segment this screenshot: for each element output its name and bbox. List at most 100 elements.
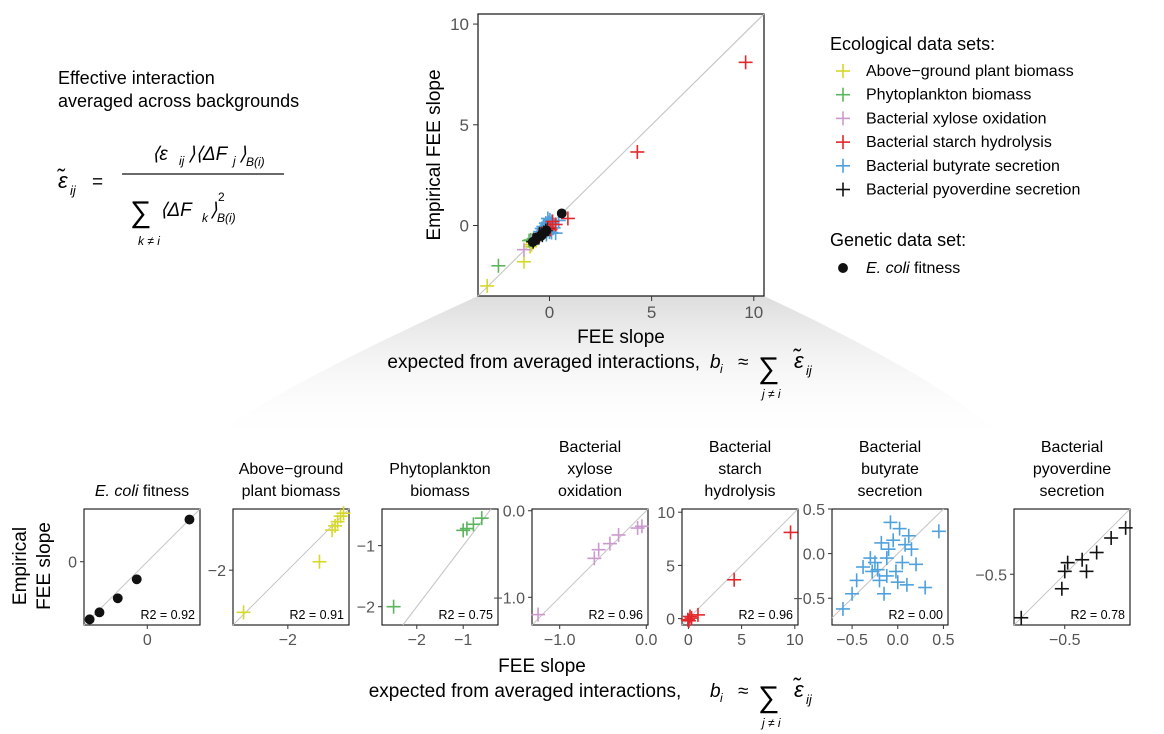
legend-item-label: Bacterial butyrate secretion xyxy=(866,158,1060,175)
y-tick-label: 0 xyxy=(68,555,77,572)
data-point xyxy=(836,87,850,102)
x-tick-label: −2 xyxy=(408,632,426,649)
x-tick-label: 10 xyxy=(786,632,804,649)
data-point xyxy=(333,509,348,524)
panel-r2-label: R2 = 0.96 xyxy=(738,608,793,622)
bottom-xlabel-line1: FEE slope xyxy=(498,656,586,677)
legend-item: Phytoplankton biomass xyxy=(836,87,1031,104)
x-tick-label: −0.5 xyxy=(836,632,868,649)
svg-text:ε̃: ε̃ xyxy=(793,677,804,702)
data-point xyxy=(877,586,892,601)
data-point xyxy=(886,533,901,548)
x-tick-label: 0.0 xyxy=(887,632,909,649)
panel-title-line: biomass xyxy=(410,483,470,500)
data-point xyxy=(931,524,946,539)
panel-ecoli: E. coli fitness 0 0 R2 = 0.92 xyxy=(68,483,201,649)
panel-title-line: hydrolysis xyxy=(704,483,775,500)
data-point xyxy=(531,607,546,622)
data-point xyxy=(527,237,538,247)
y-tick-label: −1 xyxy=(357,539,375,556)
data-point xyxy=(895,555,910,570)
panel-title-line: butyrate xyxy=(861,461,919,478)
data-point xyxy=(883,515,898,530)
panel-frame xyxy=(381,508,499,626)
panel-r2-label: R2 = 0.00 xyxy=(888,608,943,622)
formula-heading-line1: Effective interaction xyxy=(58,68,215,88)
y-tick-label: 10 xyxy=(657,505,675,522)
data-point xyxy=(918,580,933,595)
legend-item: Bacterial pyoverdine secretion xyxy=(836,182,1080,199)
data-point xyxy=(904,542,919,557)
panel-butyrate: Bacterial butyrate secretion −0.5 0.0 0.5 −0.5… xyxy=(793,439,954,649)
svg-text:⟨ΔF: ⟨ΔF xyxy=(160,200,193,221)
data-point xyxy=(1057,564,1072,579)
svg-text:B(i): B(i) xyxy=(217,211,236,225)
y-tick-label: −0.5 xyxy=(793,591,825,608)
data-point xyxy=(835,601,850,616)
y-tick-label: −2 xyxy=(208,563,226,580)
data-point xyxy=(680,612,695,627)
main-scatter-chart: 0 5 10 0 5 10 Empirical FEE slope FEE slope expe… xyxy=(387,13,765,373)
svg-text:j ≠ i: j ≠ i xyxy=(760,387,781,401)
svg-text:i: i xyxy=(720,362,723,376)
identity-line xyxy=(531,508,649,626)
data-point xyxy=(556,208,567,219)
data-point xyxy=(328,518,343,533)
data-point xyxy=(867,555,882,570)
panel-plant: Above−ground plant biomass −2 −2 R2 = 0.91 xyxy=(208,461,351,649)
legend-item-label: Bacterial starch hydrolysis xyxy=(866,134,1052,151)
svg-text:ij: ij xyxy=(806,363,813,378)
main-points xyxy=(480,55,753,293)
data-point xyxy=(836,64,850,78)
data-point xyxy=(872,573,887,588)
y-tick-label: 10 xyxy=(450,15,469,34)
formula-panel: Effective interaction averaged across ba… xyxy=(57,68,299,248)
identity-line xyxy=(681,508,799,626)
x-tick-label: 0.0 xyxy=(635,632,657,649)
data-point xyxy=(1104,531,1119,545)
panel-title-line: secretion xyxy=(858,483,923,500)
panel-points xyxy=(84,514,195,625)
panel-title-line: Bacterial xyxy=(859,439,921,456)
legend-item: Above−ground plant biomass xyxy=(836,63,1074,80)
svg-text:2: 2 xyxy=(218,190,225,204)
legend-item-label: Bacterial xylose oxidation xyxy=(866,110,1047,127)
data-point xyxy=(112,593,123,604)
panel-points xyxy=(386,511,489,614)
data-point xyxy=(865,564,880,579)
x-tick-label: 10 xyxy=(744,303,763,322)
svg-text:⟨ε: ⟨ε xyxy=(152,144,168,165)
panel-title-line: Above−ground xyxy=(239,461,344,478)
legend-item-label: Above−ground plant biomass xyxy=(866,63,1074,80)
svg-text:=: = xyxy=(92,172,103,193)
data-point xyxy=(560,211,575,226)
data-point xyxy=(1014,610,1029,625)
data-point xyxy=(870,562,885,577)
data-point xyxy=(94,607,105,618)
panel-xylose: Bacterial xylose oxidation −1.0 0.0 −1.0 0.0 R2… xyxy=(493,439,657,649)
data-point xyxy=(516,242,531,257)
data-point xyxy=(836,182,850,197)
data-point xyxy=(836,135,850,150)
data-point xyxy=(899,577,914,592)
panel-points xyxy=(835,515,946,616)
data-point xyxy=(516,254,531,269)
x-tick-label: 5 xyxy=(647,303,656,322)
y-tick-label: 0 xyxy=(666,612,675,629)
data-point xyxy=(849,573,864,588)
data-point xyxy=(684,611,699,626)
x-tick-label: 0 xyxy=(545,303,554,322)
data-point xyxy=(1060,555,1075,570)
legend-ecological-title: Ecological data sets: xyxy=(830,34,995,54)
data-point xyxy=(879,568,894,583)
svg-text:⟩: ⟩ xyxy=(210,200,218,221)
svg-text:∑: ∑ xyxy=(130,196,151,229)
panel-title-line: Bacterial xyxy=(709,439,771,456)
data-point xyxy=(727,572,742,587)
data-point xyxy=(591,542,606,557)
panel-title-line: secretion xyxy=(1040,483,1105,500)
data-point xyxy=(184,514,195,525)
y-tick-label: 0.0 xyxy=(803,547,825,564)
